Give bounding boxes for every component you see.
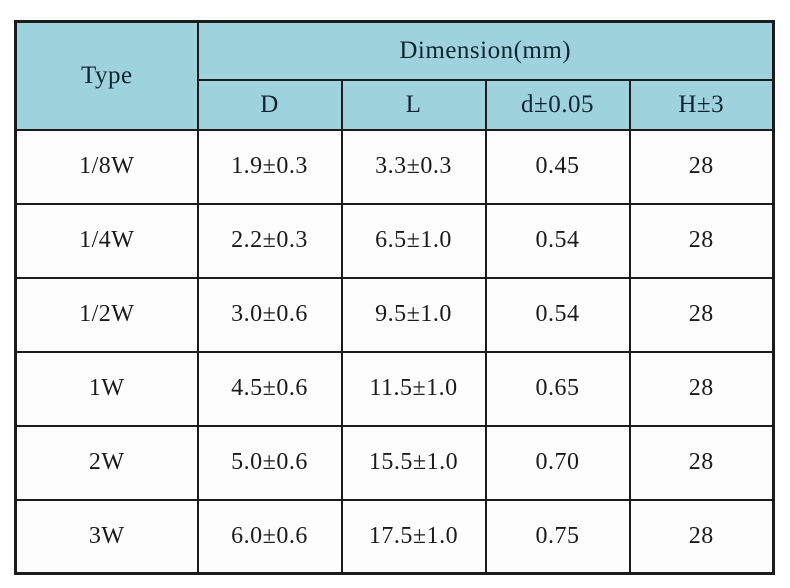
- cell-d-tolerance: 0.45: [484, 128, 631, 205]
- cell-h: 28: [628, 424, 775, 501]
- dimension-group-header: Dimension(mm): [196, 20, 775, 81]
- column-header-l: L: [340, 78, 487, 131]
- cell-d: 2.2±0.3: [196, 202, 343, 279]
- table-row: 3W 6.0±0.6 17.5±1.0 0.75 28: [14, 498, 775, 575]
- table-row: 1/2W 3.0±0.6 9.5±1.0 0.54 28: [14, 276, 775, 353]
- cell-l: 17.5±1.0: [340, 498, 487, 575]
- type-column-header: Type: [14, 20, 199, 131]
- cell-d-tolerance: 0.75: [484, 498, 631, 575]
- table-row: 1W 4.5±0.6 11.5±1.0 0.65 28: [14, 350, 775, 427]
- cell-d-tolerance: 0.70: [484, 424, 631, 501]
- cell-type: 1/4W: [14, 202, 199, 279]
- cell-h: 28: [628, 276, 775, 353]
- cell-d: 6.0±0.6: [196, 498, 343, 575]
- cell-l: 11.5±1.0: [340, 350, 487, 427]
- cell-d-tolerance: 0.54: [484, 202, 631, 279]
- column-header-h-tolerance: H±3: [628, 78, 775, 131]
- cell-l: 15.5±1.0: [340, 424, 487, 501]
- cell-d-tolerance: 0.54: [484, 276, 631, 353]
- column-header-d: D: [196, 78, 343, 131]
- cell-d: 3.0±0.6: [196, 276, 343, 353]
- cell-h: 28: [628, 350, 775, 427]
- cell-d: 1.9±0.3: [196, 128, 343, 205]
- header-row-columns: D L d±0.05 H±3: [16, 78, 775, 131]
- cell-type: 2W: [14, 424, 199, 501]
- cell-l: 6.5±1.0: [340, 202, 487, 279]
- table-row: 1/4W 2.2±0.3 6.5±1.0 0.54 28: [14, 202, 775, 279]
- cell-type: 1/8W: [14, 128, 199, 205]
- cell-h: 28: [628, 128, 775, 205]
- table-row: 1/8W 1.9±0.3 3.3±0.3 0.45 28: [14, 128, 775, 205]
- cell-l: 3.3±0.3: [340, 128, 487, 205]
- cell-type: 3W: [14, 498, 199, 575]
- dimension-spec-table: Type Dimension(mm) D L d±0.05 H±3 1/8W 1…: [14, 20, 776, 575]
- cell-type: 1/2W: [14, 276, 199, 353]
- cell-d-tolerance: 0.65: [484, 350, 631, 427]
- cell-d: 5.0±0.6: [196, 424, 343, 501]
- table-row: 2W 5.0±0.6 15.5±1.0 0.70 28: [14, 424, 775, 501]
- column-header-d-tolerance: d±0.05: [484, 78, 631, 131]
- cell-l: 9.5±1.0: [340, 276, 487, 353]
- cell-type: 1W: [14, 350, 199, 427]
- cell-h: 28: [628, 202, 775, 279]
- cell-d: 4.5±0.6: [196, 350, 343, 427]
- header-row-group: Type Dimension(mm): [14, 20, 775, 131]
- cell-h: 28: [628, 498, 775, 575]
